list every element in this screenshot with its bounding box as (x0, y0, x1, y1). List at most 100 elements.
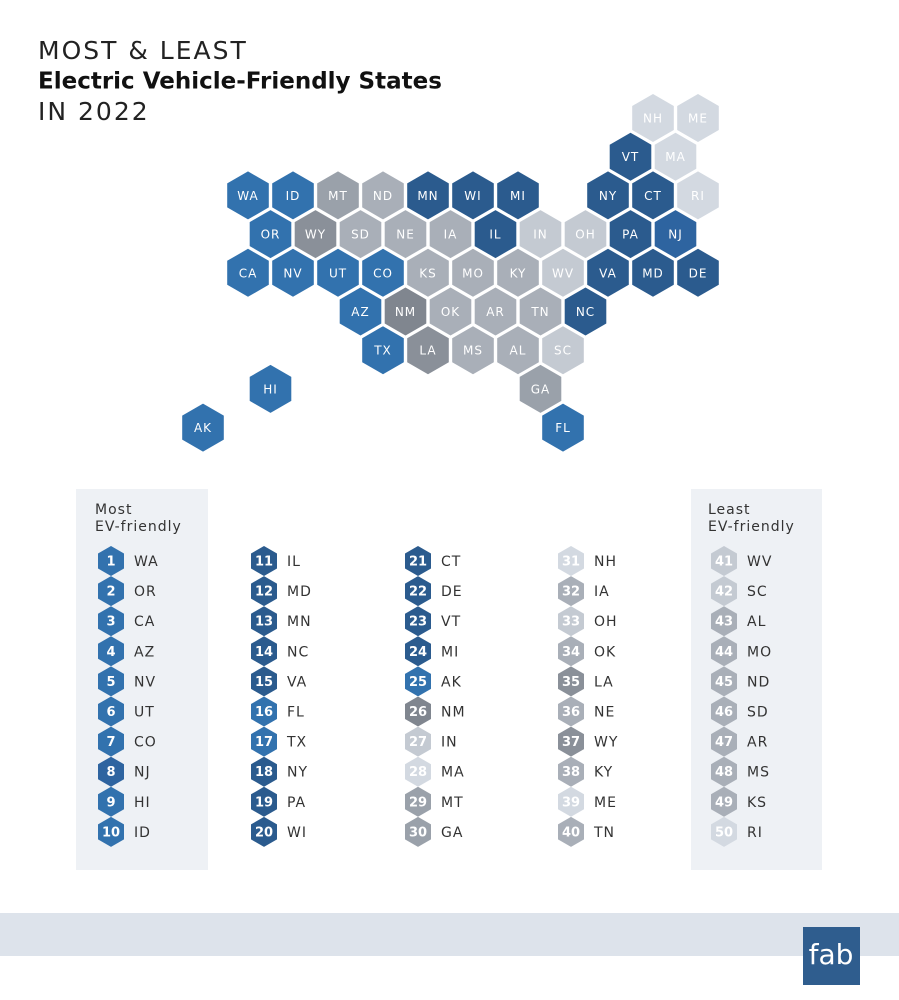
state-label: MO (462, 266, 484, 280)
state-label: RI (691, 189, 705, 203)
rank-badge (405, 756, 431, 787)
state-hex (677, 248, 719, 297)
rank-badge (711, 786, 737, 817)
rank-number: 6 (106, 705, 115, 720)
state-label: MN (417, 189, 438, 203)
rank-badge (558, 816, 584, 847)
state-label: OR (261, 228, 281, 242)
state-label: WA (237, 189, 258, 203)
state-hex (519, 210, 562, 259)
rank-badge (98, 636, 124, 667)
rank-number: 38 (562, 765, 580, 780)
rank-number: 36 (562, 705, 580, 720)
state-label: KY (510, 266, 527, 280)
rank-number: 33 (562, 615, 580, 630)
state-hex (609, 132, 652, 181)
rank-number: 29 (409, 795, 427, 810)
rank-number: 3 (106, 615, 115, 630)
rank-state: TX (286, 735, 307, 751)
state-hex (272, 248, 314, 297)
rank-badge (558, 696, 584, 727)
rank-badge (711, 666, 737, 697)
state-label: VT (622, 150, 640, 164)
state-hex (497, 326, 539, 375)
state-label: NJ (668, 228, 683, 242)
rank-state: VA (287, 674, 307, 690)
logo: fab (809, 938, 854, 971)
state-hex (429, 287, 472, 336)
rank-badge (405, 696, 431, 727)
rank-state: ID (134, 825, 151, 841)
rank-number: 30 (409, 825, 427, 840)
state-label: FL (555, 421, 571, 435)
rank-badge (405, 816, 431, 847)
rank-badge (405, 636, 431, 667)
rank-state: WV (747, 554, 772, 570)
rank-badge (405, 546, 431, 576)
state-hex (677, 171, 719, 220)
state-label: AK (194, 421, 212, 435)
rank-badge (251, 546, 277, 576)
rank-number: 50 (715, 825, 733, 840)
state-label: NH (643, 112, 663, 126)
rank-badge (98, 816, 124, 847)
rank-state: KS (747, 795, 767, 811)
rank-number: 25 (409, 675, 427, 690)
rank-state: WI (287, 825, 307, 841)
rank-state: MI (441, 644, 459, 660)
rank-state: PA (287, 795, 306, 811)
state-hex (452, 326, 494, 375)
rank-number: 20 (255, 825, 273, 840)
rank-number: 10 (102, 825, 120, 840)
rank-state: MD (287, 584, 312, 600)
state-hex (272, 171, 314, 220)
rank-badge (251, 606, 277, 637)
rank-number: 7 (106, 735, 115, 750)
rank-badge (405, 726, 431, 757)
state-label: WV (552, 266, 574, 280)
rank-badge (251, 816, 277, 847)
rank-state: NV (134, 674, 156, 690)
rank-number: 13 (255, 615, 273, 630)
state-hex (407, 171, 449, 220)
rank-number: 19 (255, 795, 273, 810)
state-hex (362, 171, 404, 220)
rank-state: IA (594, 584, 610, 600)
rank-state: IL (287, 554, 301, 570)
state-label: DE (689, 266, 708, 280)
state-hex (564, 210, 607, 259)
state-hex (249, 364, 292, 413)
title-main: Electric Vehicle-Friendly States (38, 69, 442, 95)
state-label: CO (373, 266, 393, 280)
rank-number: 1 (106, 555, 115, 570)
state-hex (632, 94, 674, 142)
rank-state: AZ (134, 644, 155, 660)
rank-badge (558, 726, 584, 757)
rank-badge (711, 726, 737, 757)
state-hex (519, 287, 562, 336)
state-label: AR (486, 305, 505, 319)
state-hex (317, 248, 359, 297)
state-label: NM (395, 305, 416, 319)
state-hex (632, 171, 674, 220)
rank-number: 2 (106, 585, 115, 600)
rank-state: AK (441, 674, 462, 690)
state-hex (384, 210, 427, 259)
rank-number: 44 (715, 645, 733, 660)
rank-state: LA (594, 674, 614, 690)
rank-number: 11 (255, 555, 273, 570)
rank-number: 40 (562, 825, 580, 840)
state-hex (519, 364, 562, 413)
rank-badge (251, 576, 277, 607)
rank-number: 39 (562, 795, 580, 810)
rank-badge (405, 666, 431, 697)
rank-state: CT (441, 554, 461, 570)
rank-state: MS (747, 765, 770, 781)
rank-number: 47 (715, 735, 733, 750)
rank-number: 46 (715, 705, 733, 720)
rank-badge (98, 756, 124, 787)
state-label: CA (239, 266, 258, 280)
state-hex (407, 326, 449, 375)
rank-state: DE (441, 584, 463, 600)
title-line: MOST & LEAST (38, 36, 248, 65)
